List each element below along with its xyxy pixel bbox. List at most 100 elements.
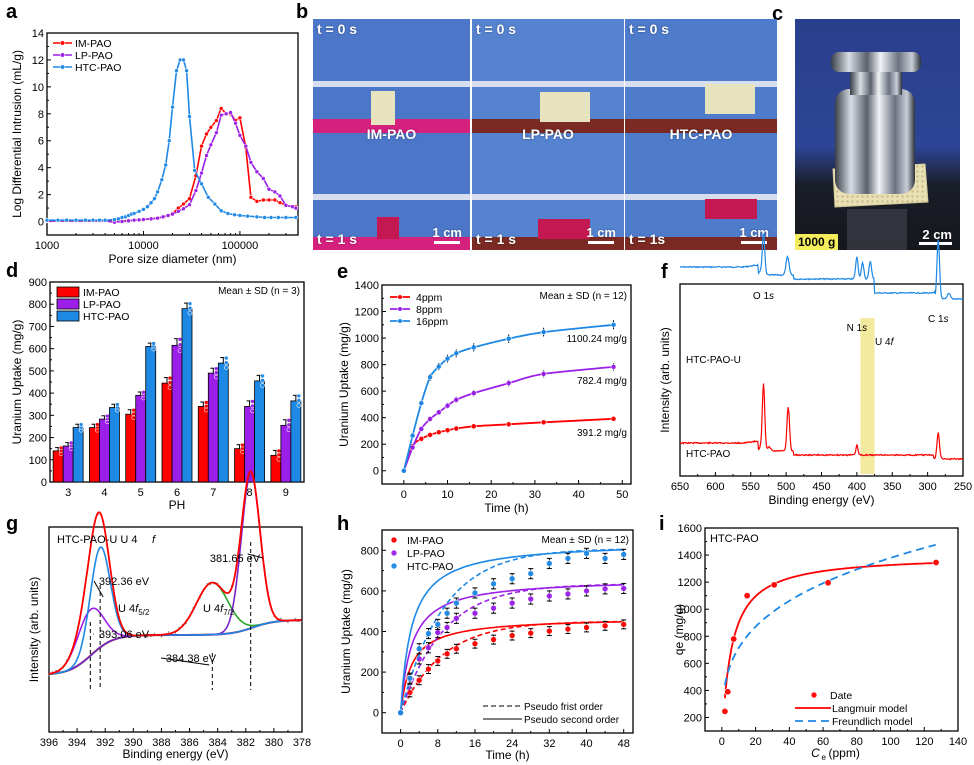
data-point-lp-pao <box>233 120 238 126</box>
x-tick-label: 10 <box>441 489 453 501</box>
chart-e-kinetics: 0 10 20 30 40 50 0 200 400 600 800 1000 1200 1400 Time… <box>337 280 632 515</box>
data-point-htc-pao <box>237 213 243 218</box>
plot-frame <box>679 283 964 477</box>
data-point-4ppm <box>505 421 512 428</box>
data-point-htc-pao <box>415 645 423 653</box>
plot-frame <box>704 527 959 732</box>
replicate-point <box>68 440 74 446</box>
replicate-point <box>167 375 173 381</box>
bar-lp-pao <box>207 372 219 483</box>
data-point-htc-pao <box>601 555 609 562</box>
y-tick-label: 200 <box>684 712 702 724</box>
saturation-label: 782.4 mg/g <box>577 376 627 387</box>
peak-label: U 4f <box>875 337 895 348</box>
data-point <box>824 579 832 587</box>
data-point-16ppm <box>409 432 416 439</box>
x-tick-label: 48 <box>618 738 630 750</box>
bar-im-pao <box>89 427 100 483</box>
component-392-36 <box>48 546 302 675</box>
x-tick-label: 450 <box>812 481 830 493</box>
data-point-lp-pao <box>199 170 204 176</box>
legend-label: Pseudo frist order <box>524 702 604 713</box>
legend-label: IM-PAO <box>407 535 444 547</box>
data-point-htc-pao <box>148 200 154 205</box>
x-tick-label: 300 <box>918 481 936 493</box>
x-axis-label-symbol: C <box>811 746 820 760</box>
y-axis-label: qe (mg/g) <box>672 604 686 655</box>
chart-title: HTC-PAO-U U 4 <box>57 534 137 546</box>
data-point-im-pao <box>527 629 535 637</box>
scale-bar <box>434 241 460 244</box>
data-point-htc-pao <box>245 213 250 219</box>
legend-swatch <box>56 298 80 310</box>
x-tick-label: 24 <box>506 738 518 750</box>
data-point-htc-pao <box>112 217 117 222</box>
data-point-htc-pao <box>174 68 179 74</box>
data-point-htc-pao <box>225 211 231 216</box>
x-tick-label: 384 <box>208 737 226 749</box>
raw-data-point <box>48 674 50 677</box>
data-point-im-pao <box>266 197 272 203</box>
data-point-htc-pao <box>170 104 175 110</box>
stats-annotation: Mean ± SD (n = 12) <box>540 291 627 302</box>
data-point-lp-pao <box>564 590 572 598</box>
data-point-lp-pao <box>266 186 272 192</box>
x-tick-label: 20 <box>749 736 761 748</box>
replicate-point <box>167 385 173 390</box>
x-tick-label: 60 <box>817 736 829 748</box>
x-tick-label: 5 <box>138 487 144 499</box>
y-tick-label: 0 <box>38 217 44 229</box>
data-point-lp-pao <box>214 130 219 135</box>
legend-label: HTC-PAO <box>75 62 121 74</box>
y-tick-label: 800 <box>684 631 702 643</box>
y-tick-label: 800 <box>29 299 47 311</box>
legend-label: Date <box>830 690 852 702</box>
data-point <box>721 707 729 715</box>
x-tick-label: 10000 <box>128 240 159 252</box>
data-point-4ppm <box>470 423 477 430</box>
panel-label-g: g <box>6 513 19 535</box>
raw-data-point <box>174 632 177 634</box>
data-point-htc-pao <box>293 215 299 220</box>
legend-label: LP-PAO <box>407 548 445 560</box>
data-point-lp-pao <box>187 202 192 207</box>
y-tick-label: 400 <box>684 685 702 697</box>
series-label: HTC-PAO-U <box>686 355 741 366</box>
data-point-8ppm <box>435 409 442 416</box>
data-point-htc-pao <box>583 550 590 557</box>
bar-htc-pao <box>181 308 193 483</box>
x-tick-label: 40 <box>580 738 592 750</box>
y-tick-label: 400 <box>361 627 379 639</box>
y-tick-label: 800 <box>361 545 379 557</box>
bar-htc-pao <box>145 346 157 483</box>
data-point-lp-pao <box>165 213 171 218</box>
x-tick-label: 386 <box>180 737 198 749</box>
data-point-im-pao <box>199 143 204 149</box>
x-tick-label: 380 <box>265 737 283 749</box>
replicate-point <box>250 403 255 409</box>
data-point-im-pao <box>425 665 432 673</box>
chart-i-isotherm: 0 20 40 60 80 100 120 140 200 400 600 800 1000 1200 14… <box>672 523 967 762</box>
replicate-point <box>296 403 302 408</box>
data-point-im-pao <box>508 632 516 639</box>
data-point-htc-pao <box>564 555 572 562</box>
data-point-lp-pao <box>126 218 131 224</box>
replicate-point <box>240 442 245 448</box>
data-point-8ppm <box>453 396 460 403</box>
data-point-lp-pao <box>176 209 181 214</box>
y-tick-label: 1200 <box>678 577 702 589</box>
replicate-point <box>286 418 292 423</box>
x-axis-label-subscript: e <box>822 753 827 762</box>
data-point-im-pao <box>208 124 214 130</box>
data-point-lp-pao <box>254 169 260 175</box>
bar-htc-pao <box>109 407 120 483</box>
peak-arrow <box>160 657 210 666</box>
data-point-lp-pao <box>434 629 442 636</box>
data-point-lp-pao <box>583 587 590 595</box>
y-tick-label: 0 <box>41 477 47 489</box>
y-tick-label: 800 <box>361 360 379 372</box>
bar-lp-pao <box>135 394 147 483</box>
data-point-lp-pao <box>261 176 266 181</box>
data-point-lp-pao <box>228 110 233 115</box>
stats-annotation: Mean ± SD (n = 12) <box>542 535 629 546</box>
